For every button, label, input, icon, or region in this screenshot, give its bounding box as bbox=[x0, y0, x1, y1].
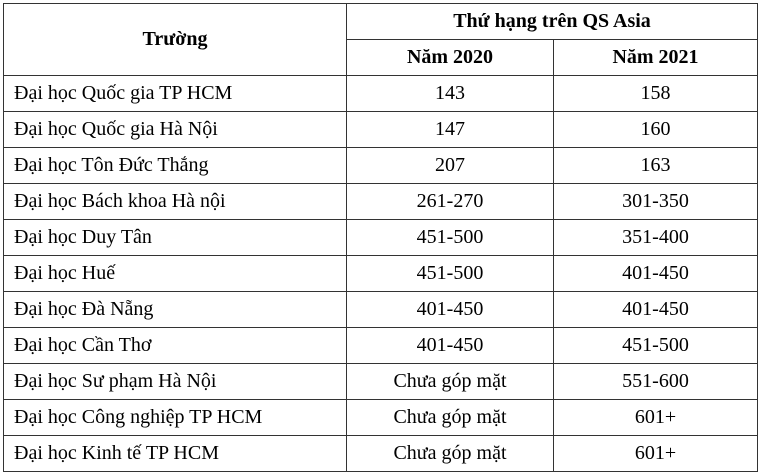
rank-2021-cell: 451-500 bbox=[552, 327, 759, 364]
header-row: Trường Thứ hạng trên QS Asia bbox=[3, 3, 759, 76]
rank-2021-cell: 301-350 bbox=[552, 183, 759, 220]
school-name-cell: Đại học Duy Tân bbox=[3, 219, 347, 256]
rank-2021-cell: 351-400 bbox=[552, 219, 759, 256]
school-header: Trường bbox=[3, 3, 347, 76]
school-name-cell: Đại học Huế bbox=[3, 255, 347, 292]
rank-2020-cell: 401-450 bbox=[346, 327, 554, 364]
rank-2020-cell: 143 bbox=[346, 75, 554, 112]
table-row: Đại học Huế 451-500 401-450 bbox=[3, 255, 759, 292]
school-name-cell: Đại học Cần Thơ bbox=[3, 327, 347, 364]
school-name-cell: Đại học Sư phạm Hà Nội bbox=[3, 363, 347, 400]
table-row: Đại học Công nghiệp TP HCM Chưa góp mặt 60… bbox=[3, 399, 759, 436]
school-name-cell: Đại học Quốc gia TP HCM bbox=[3, 75, 347, 112]
table-row: Đại học Cần Thơ 401-450 451-500 bbox=[3, 327, 759, 364]
rank-2021-cell: 160 bbox=[552, 111, 759, 148]
school-name-cell: Đại học Bách khoa Hà nội bbox=[3, 183, 347, 220]
rank-2021-cell: 401-450 bbox=[552, 291, 759, 328]
rank-2021-cell: 551-600 bbox=[552, 363, 759, 400]
year-2020-header: Năm 2020 bbox=[346, 39, 554, 76]
table-row: Đại học Kinh tế TP HCM Chưa góp mặt 601+ bbox=[3, 435, 759, 472]
table-row: Đại học Duy Tân 451-500 351-400 bbox=[3, 219, 759, 256]
year-header-row: Năm 2020 Năm 2021 bbox=[4, 39, 759, 76]
rank-2020-cell: Chưa góp mặt bbox=[346, 435, 554, 472]
rank-2020-cell: 451-500 bbox=[346, 255, 554, 292]
table-row: Đại học Đà Nẵng 401-450 401-450 bbox=[3, 291, 759, 328]
rank-2020-cell: 207 bbox=[346, 147, 554, 184]
qs-asia-header: Thứ hạng trên QS Asia bbox=[345, 3, 759, 40]
table-row: Đại học Tôn Đức Thắng 207 163 bbox=[3, 147, 759, 184]
rank-2021-cell: 601+ bbox=[552, 399, 759, 436]
rank-2020-cell: 147 bbox=[346, 111, 554, 148]
table-row: Đại học Sư phạm Hà Nội Chưa góp mặt 551-60… bbox=[3, 363, 759, 400]
school-name-cell: Đại học Kinh tế TP HCM bbox=[3, 435, 347, 472]
school-name-cell: Đại học Quốc gia Hà Nội bbox=[3, 111, 347, 148]
table-row: Đại học Quốc gia Hà Nội 147 160 bbox=[3, 111, 759, 148]
rank-2020-cell: Chưa góp mặt bbox=[346, 399, 554, 436]
rank-2021-cell: 163 bbox=[552, 147, 759, 184]
rank-2020-cell: 451-500 bbox=[346, 219, 554, 256]
rank-2021-cell: 401-450 bbox=[552, 255, 759, 292]
rank-2020-cell: 261-270 bbox=[346, 183, 554, 220]
school-name-cell: Đại học Công nghiệp TP HCM bbox=[3, 399, 347, 436]
rank-2021-cell: 601+ bbox=[552, 435, 759, 472]
table-row: Đại học Bách khoa Hà nội 261-270 301-350 bbox=[3, 183, 759, 220]
table-row: Đại học Quốc gia TP HCM 143 158 bbox=[3, 75, 759, 112]
rank-2020-cell: Chưa góp mặt bbox=[346, 363, 554, 400]
rank-2020-cell: 401-450 bbox=[346, 291, 554, 328]
rank-2021-cell: 158 bbox=[552, 75, 759, 112]
school-name-cell: Đại học Đà Nẵng bbox=[3, 291, 347, 328]
year-2021-header: Năm 2021 bbox=[552, 39, 759, 76]
ranking-table: Trường Thứ hạng trên QS Asia Năm 2020 Nă… bbox=[3, 3, 759, 472]
school-name-cell: Đại học Tôn Đức Thắng bbox=[3, 147, 347, 184]
